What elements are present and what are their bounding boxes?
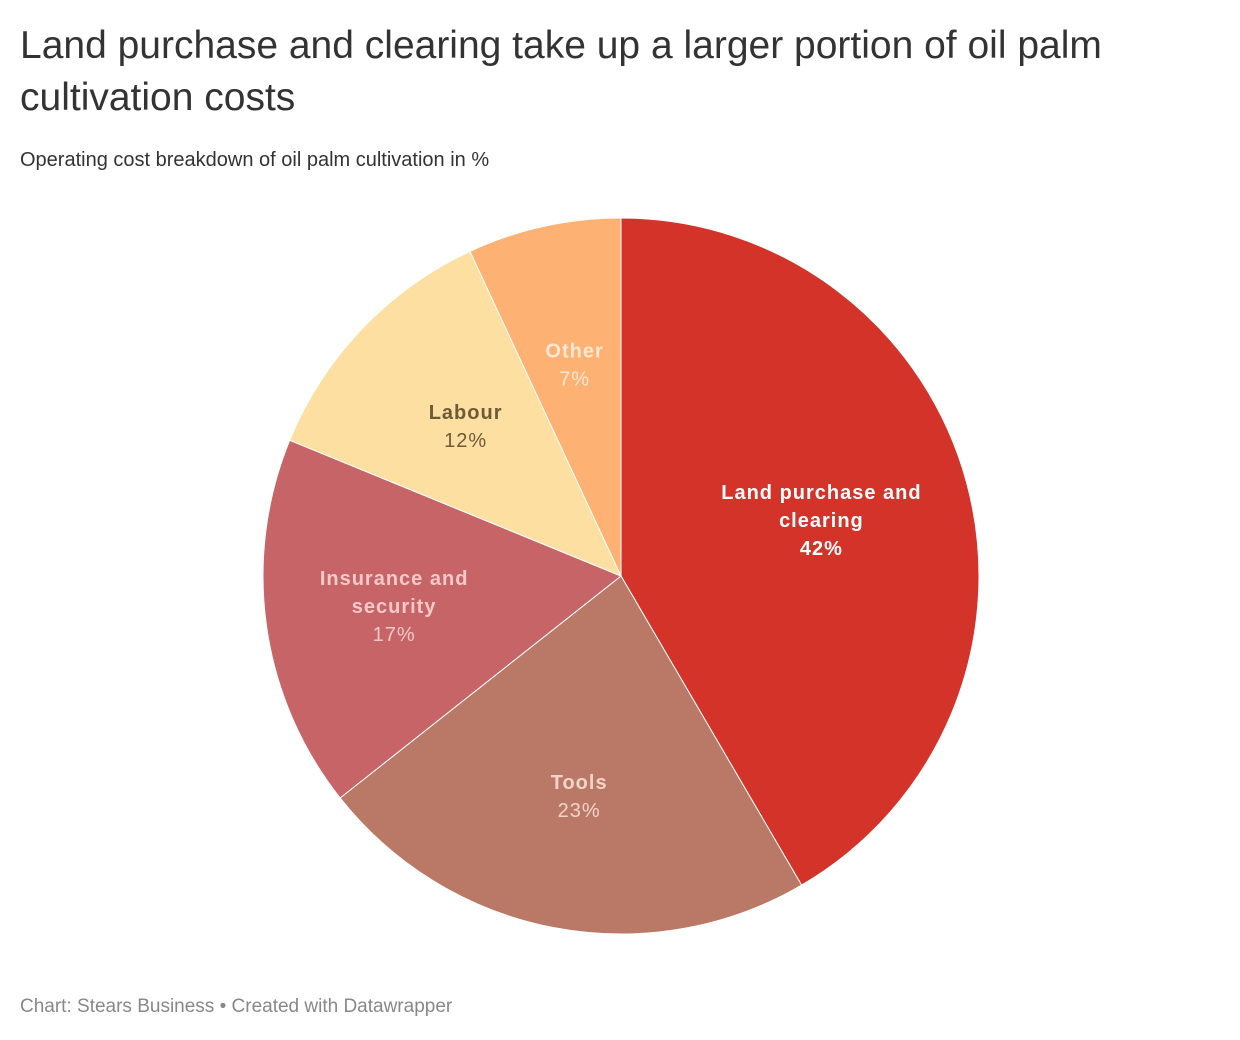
slice-category-label: clearing bbox=[779, 510, 864, 532]
pie-slices bbox=[262, 217, 980, 935]
slice-category-label: Other bbox=[545, 341, 603, 363]
slice-category-label: Tools bbox=[551, 772, 608, 794]
slice-category-label: Labour bbox=[429, 402, 503, 424]
chart-source-credit: Chart: Stears Business • Created with Da… bbox=[20, 996, 453, 1017]
pie-slice-other bbox=[469, 217, 622, 577]
slice-value-label: 7% bbox=[559, 369, 590, 391]
slice-label-insurance-and-security: Insurance and security 17% bbox=[320, 568, 469, 646]
slice-value-label: 23% bbox=[558, 800, 601, 822]
slice-value-label: 42% bbox=[800, 538, 843, 560]
slice-value-label: 17% bbox=[373, 624, 416, 646]
slice-label-labour: Labour 12% bbox=[429, 402, 503, 452]
pie-slice-tools bbox=[339, 575, 803, 935]
slice-label-other: Other 7% bbox=[545, 341, 603, 391]
chart-title: Land purchase and clearing take up a lar… bbox=[20, 24, 1102, 119]
slice-value-label: 12% bbox=[444, 430, 487, 452]
slice-label-land-purchase-and-clearing: Land purchase and clearing 42% bbox=[721, 482, 921, 560]
pie-slice-labour bbox=[289, 250, 622, 577]
pie-slice-land-purchase-and-clearing bbox=[620, 217, 980, 886]
pie-slice-insurance-and-security bbox=[262, 439, 622, 799]
slice-category-label: Insurance and bbox=[320, 568, 469, 590]
slice-label-tools: Tools 23% bbox=[551, 772, 608, 822]
slice-category-label: security bbox=[352, 596, 437, 618]
chart-subtitle: Operating cost breakdown of oil palm cul… bbox=[20, 149, 490, 171]
pie-labels: Land purchase and clearing 42% Tools 23% Insu… bbox=[320, 341, 921, 822]
slice-category-label: Land purchase and bbox=[721, 482, 921, 504]
